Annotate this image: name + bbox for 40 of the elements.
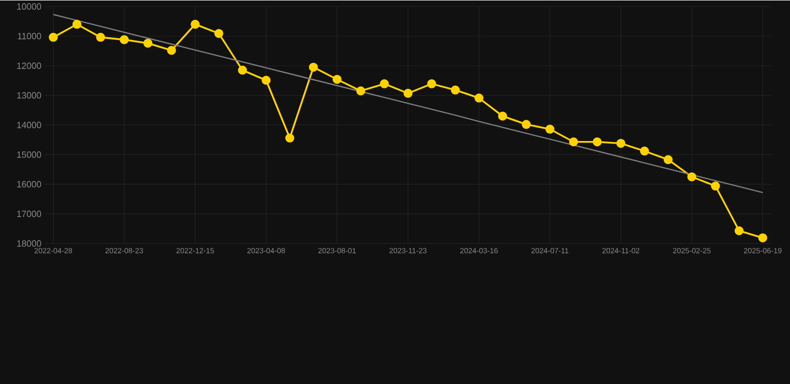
y-tick-label: 18000 — [17, 240, 42, 246]
point — [190, 20, 200, 29]
point — [616, 138, 626, 148]
point — [120, 34, 129, 44]
point — [404, 88, 413, 98]
y-tick-label: 14000 — [17, 122, 42, 128]
point — [214, 28, 224, 38]
point — [710, 181, 720, 190]
point — [664, 154, 673, 164]
y-tick-label: 10000 — [17, 3, 42, 10]
point — [522, 120, 531, 129]
point — [498, 111, 508, 120]
point — [758, 233, 768, 242]
point — [238, 65, 247, 74]
point — [308, 62, 318, 72]
point — [474, 93, 484, 102]
point — [687, 172, 696, 182]
point — [569, 137, 578, 146]
point — [143, 38, 152, 48]
point — [96, 32, 106, 42]
point — [48, 32, 58, 42]
y-tick-label: 11000 — [18, 32, 42, 40]
point — [167, 46, 176, 55]
point — [427, 79, 436, 88]
point — [640, 146, 649, 156]
point — [450, 85, 460, 94]
y-tick-label: 12000 — [17, 62, 42, 69]
point — [545, 124, 554, 134]
point — [262, 76, 271, 85]
point — [72, 20, 82, 29]
point — [356, 86, 366, 96]
point — [734, 226, 744, 236]
y-tick-label: 17000 — [17, 210, 42, 217]
point — [592, 137, 602, 146]
point — [380, 79, 389, 88]
point — [285, 133, 294, 142]
y-tick-label: 16000 — [17, 180, 42, 188]
y-tick-label: 15000 — [17, 151, 42, 158]
point — [332, 74, 342, 84]
y-tick-label: 13000 — [17, 92, 42, 98]
